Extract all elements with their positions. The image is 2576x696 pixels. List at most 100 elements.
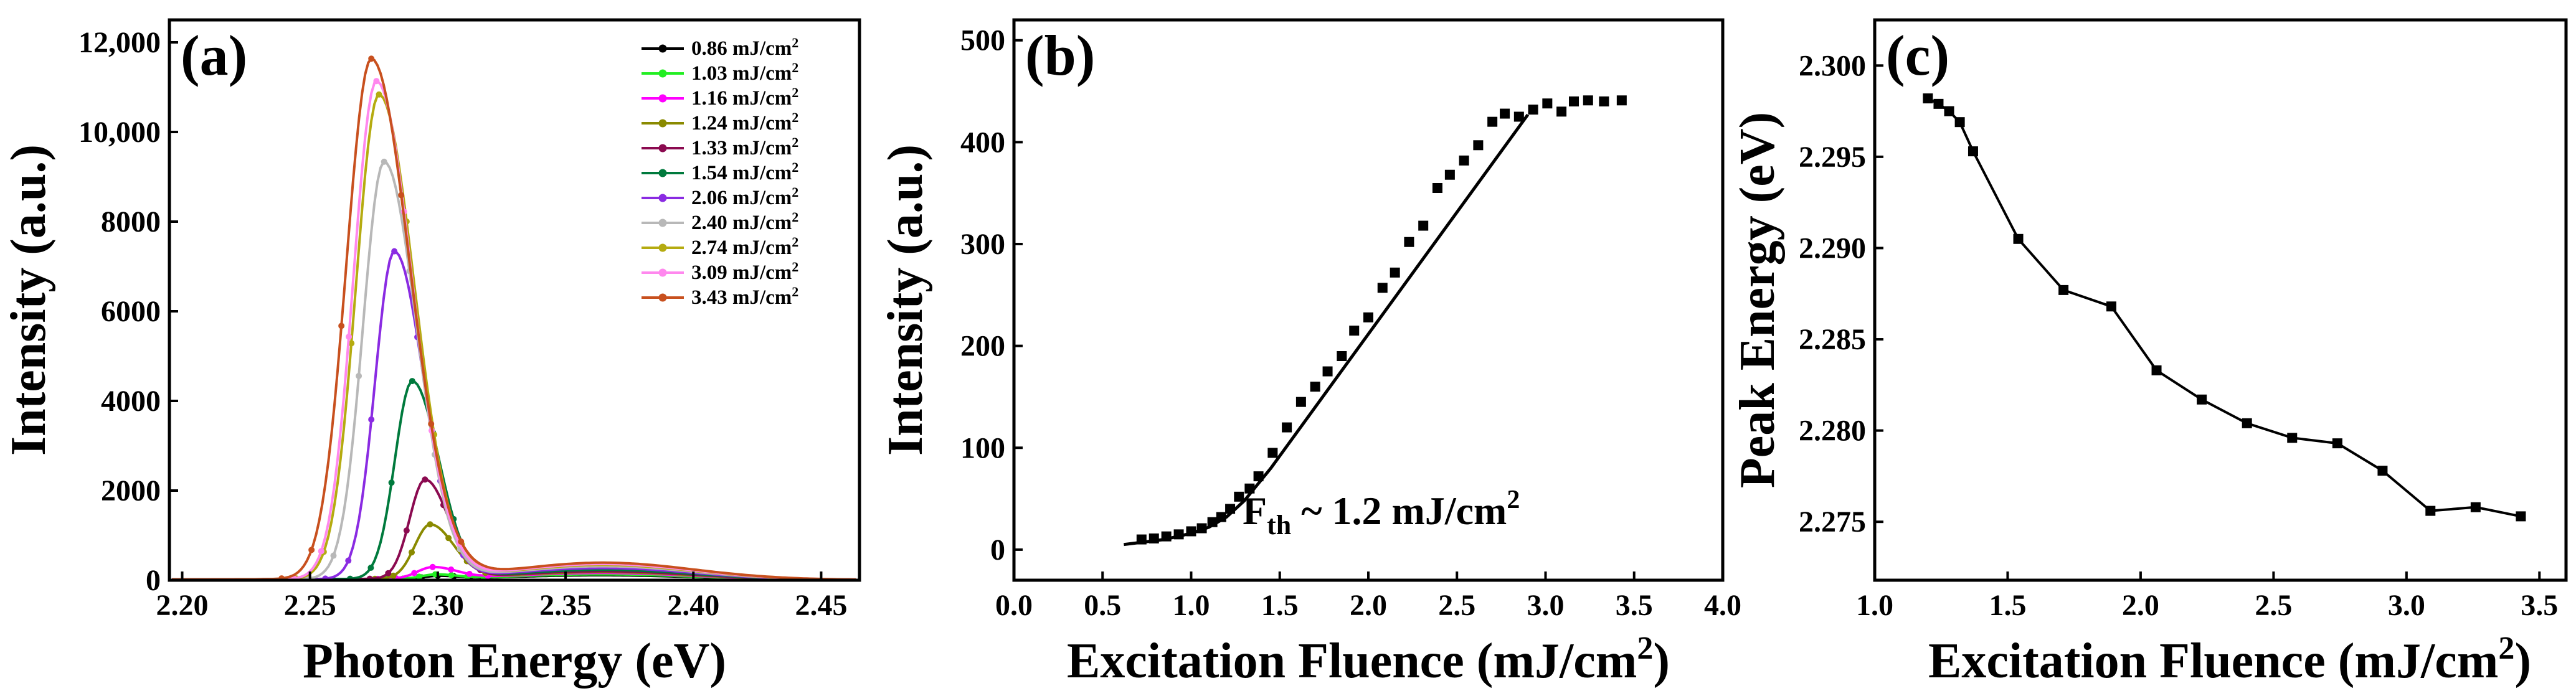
spectrum-marker — [308, 547, 315, 553]
data-point — [1148, 533, 1159, 543]
legend-label-4: 1.33 mJ/cm2 — [691, 134, 798, 159]
data-point — [1282, 422, 1292, 433]
legend-marker-4 — [658, 144, 667, 153]
data-point — [1933, 98, 1944, 109]
y-tick-label: 200 — [960, 330, 1005, 363]
spectrum-marker — [345, 557, 352, 564]
x-tick-label: 2.45 — [795, 589, 847, 622]
data-point — [1161, 531, 1172, 542]
legend-label-0: 0.86 mJ/cm2 — [691, 35, 798, 60]
spectrum-marker — [390, 572, 397, 579]
spectrum-marker — [376, 91, 382, 98]
data-point — [2332, 438, 2342, 449]
annot-sup: 2 — [1507, 486, 1520, 514]
y-tick-label: 6000 — [101, 295, 161, 328]
panel-a-frame — [168, 18, 861, 582]
spectrum-marker — [373, 78, 380, 85]
legend-label-8: 2.74 mJ/cm2 — [691, 234, 798, 259]
x-tick-label: 2.0 — [2122, 589, 2159, 622]
legend-marker-0 — [658, 44, 667, 53]
data-point — [1337, 351, 1347, 361]
data-point — [1954, 117, 1965, 128]
panel-c-xlabel-main: Excitation Fluence (mJ/cm — [1928, 634, 2498, 689]
data-point — [2242, 418, 2252, 428]
data-point — [1556, 106, 1567, 117]
data-point — [1225, 504, 1236, 514]
legend-label-7: 2.40 mJ/cm2 — [691, 209, 798, 234]
data-point — [1528, 105, 1538, 115]
data-point — [1244, 483, 1255, 494]
spectrum-marker — [368, 416, 375, 423]
spectrum-marker — [318, 548, 324, 555]
annot-sub: th — [1267, 510, 1291, 540]
data-point — [1295, 397, 1306, 407]
x-tick-label: 3.0 — [2388, 589, 2425, 622]
x-tick-label: 2.5 — [2255, 589, 2292, 622]
spectrum-marker — [381, 158, 387, 165]
legend-label-text: 3.43 mJ/cm — [691, 286, 792, 309]
legend-label-sup: 2 — [792, 234, 798, 250]
spectrum-marker — [368, 55, 375, 62]
spectrum-marker — [409, 378, 415, 385]
panel-b-xlabel-main: Excitation Fluence (mJ/cm — [1067, 634, 1637, 689]
spectrum-marker — [398, 192, 405, 199]
data-point — [1322, 366, 1333, 377]
data-point — [2377, 466, 2388, 476]
data-point — [2058, 285, 2069, 295]
panel-b-marks — [1124, 95, 1627, 547]
legend-marker-10 — [658, 293, 667, 302]
y-tick-label: 4000 — [101, 385, 161, 418]
data-point — [2470, 502, 2481, 512]
legend-label-text: 1.03 mJ/cm — [691, 62, 792, 85]
panel-a-ticks: 2.20 2.25 2.30 2.35 2.40 2.45 0 2000 4000 6000 800… — [78, 26, 847, 622]
panel-b-xlabel-suffix: ) — [1653, 634, 1670, 689]
x-tick-label: 3.5 — [2521, 589, 2558, 622]
legend-marker-8 — [658, 243, 667, 252]
spectrum-marker — [415, 573, 422, 580]
x-tick-label: 2.20 — [156, 589, 209, 622]
data-point — [2151, 365, 2162, 375]
y-tick-label: 2.275 — [1799, 506, 1866, 538]
data-point — [1267, 448, 1278, 458]
spectrum-marker — [411, 570, 418, 576]
panel-b-ticks: 0.0 0.5 1.0 1.5 2.0 2.5 3.0 3.5 4.0 0 100 200 300 400… — [960, 24, 1741, 622]
y-tick-label: 2.285 — [1799, 323, 1866, 356]
fit-line — [1124, 113, 1530, 547]
annot-rest: ~ 1.2 mJ/cm — [1291, 489, 1507, 533]
x-tick-label: 3.0 — [1527, 589, 1565, 622]
legend-label-text: 1.16 mJ/cm — [691, 87, 792, 110]
data-point — [1377, 283, 1388, 293]
legend-label-text: 2.40 mJ/cm — [691, 212, 792, 234]
x-tick-label: 3.5 — [1616, 589, 1653, 622]
legend-label-2: 1.16 mJ/cm2 — [691, 85, 798, 110]
legend-label-10: 3.43 mJ/cm2 — [691, 284, 798, 309]
annot-main: F — [1243, 489, 1267, 533]
legend-marker-2 — [658, 94, 667, 103]
spectrum-line-4 — [172, 478, 856, 580]
legend-label-3: 1.24 mJ/cm2 — [691, 110, 798, 134]
data-point — [1196, 523, 1207, 534]
y-tick-label: 300 — [960, 228, 1005, 261]
data-point — [2425, 506, 2436, 516]
data-point — [1404, 237, 1414, 247]
spectrum-marker — [466, 570, 473, 577]
legend-marker-6 — [658, 194, 667, 202]
spectrum-marker — [427, 521, 433, 528]
data-point — [1513, 111, 1524, 122]
spectrum-marker — [348, 340, 355, 347]
spectrum-marker — [367, 565, 374, 571]
spectrum-line-10 — [172, 57, 856, 580]
panel-c-frame — [1873, 18, 2568, 582]
y-tick-label: 2.295 — [1799, 141, 1866, 174]
spectrum-marker — [448, 571, 455, 578]
data-point — [1253, 471, 1264, 482]
legend-label-sup: 2 — [792, 259, 798, 275]
data-point — [1349, 326, 1360, 336]
y-tick-label: 100 — [960, 431, 1005, 464]
x-tick-label: 1.5 — [1261, 589, 1299, 622]
x-tick-label: 2.35 — [539, 589, 592, 622]
data-point — [1310, 382, 1320, 392]
data-point — [1432, 183, 1442, 193]
panel-b-ylabel: Intensity (a.u.) — [878, 144, 933, 456]
